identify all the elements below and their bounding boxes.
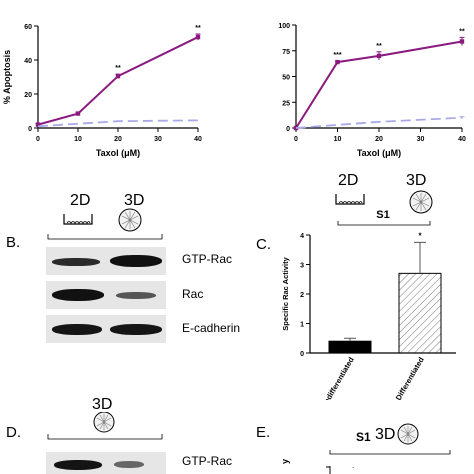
bar-1 — [398, 272, 442, 354]
y-tick-label: 50 — [282, 75, 290, 82]
y-axis-label: Specific Rac Activity — [281, 256, 290, 330]
bar-chart-rac-activity: S1 0 1 2 3 4 Specific Rac Activity 2D Undiffere… — [281, 210, 456, 400]
2d-monolayer-icon — [63, 214, 93, 225]
panel-c-culture-icons — [335, 190, 433, 214]
panel-e-label-3d: 3D — [375, 426, 396, 443]
blot-d-label-gtp-rac: GTP-Rac — [182, 454, 233, 468]
panel-e-bracket — [329, 450, 451, 455]
blot-label-rac: Rac — [182, 287, 204, 301]
panel-b-culture-icons — [47, 208, 163, 240]
panel-e-group-label: S1 — [356, 430, 371, 444]
series-line-0 — [295, 40, 463, 129]
band-3d — [110, 324, 162, 335]
significance-label: ** — [376, 43, 382, 50]
panel-d-label-3d: 3D — [92, 396, 113, 413]
panel-e-letter: E. — [256, 424, 271, 441]
panel-b-letter: B. — [6, 234, 21, 251]
x-tick-label: 10 — [74, 136, 82, 143]
x-axis-label: Taxol (μM) — [96, 148, 140, 158]
significance-label: ** — [115, 65, 121, 72]
group-label: S1 — [376, 210, 389, 221]
panel-e-ylabel-fragment: y — [280, 458, 290, 464]
3d-spheroid-icon — [397, 423, 419, 445]
x-tick-label: 0 — [294, 136, 298, 143]
y-tick-label: 100 — [278, 23, 290, 30]
data-point — [335, 59, 340, 65]
band-1 — [54, 460, 102, 470]
x-tick-label: 30 — [417, 136, 425, 143]
x-tick-label: 20 — [114, 136, 122, 143]
significance-label: * — [418, 231, 422, 240]
data-point — [115, 73, 121, 79]
band-2d — [52, 289, 104, 301]
y-tick-label: 20 — [24, 92, 32, 99]
x-tick-label: 10 — [334, 136, 342, 143]
x-tick-label: 0 — [36, 136, 40, 143]
category-label: 3D Differentiated — [388, 355, 426, 400]
x-axis-label: Taxol (μM) — [357, 148, 401, 158]
2d-monolayer-icon — [335, 194, 365, 205]
bar-0 — [328, 340, 372, 354]
panel-b-label-3d: 3D — [124, 192, 145, 209]
series-line-1 — [37, 119, 199, 128]
y-tick-label: 1 — [300, 322, 304, 329]
y-tick-label: 40 — [24, 58, 32, 65]
blot-rac — [46, 281, 166, 309]
significance-label: *** — [333, 52, 341, 59]
band-3d — [110, 255, 162, 267]
panel-d-letter: D. — [6, 424, 21, 441]
band-3d — [116, 292, 156, 299]
y-tick-label: 75 — [282, 49, 290, 56]
blot-label-gtp-rac: GTP-Rac — [182, 252, 233, 266]
panel-b-bracket — [47, 234, 163, 240]
y-tick-label: 0 — [286, 126, 290, 133]
blot-e-cadherin — [46, 315, 166, 343]
3d-spheroid-icon — [118, 208, 142, 232]
y-tick-label: 0 — [300, 351, 304, 358]
panel-d-bracket — [47, 434, 163, 440]
panel-e-partial-chart: . — [326, 423, 451, 474]
x-tick-label: 40 — [458, 136, 466, 143]
data-point — [376, 53, 382, 59]
3d-spheroid-icon — [409, 190, 433, 214]
y-tick-label: 0 — [28, 126, 32, 133]
series-line-0 — [37, 36, 199, 126]
significance-label: ** — [195, 25, 201, 32]
group-bracket — [337, 221, 431, 226]
y-tick-label: 2 — [300, 292, 304, 299]
y-tick-label: 60 — [24, 24, 32, 31]
panel-e-star: . — [352, 461, 354, 470]
band-2d — [52, 258, 100, 266]
data-point — [195, 34, 201, 40]
y-tick-label: 3 — [300, 263, 304, 270]
x-tick-label: 30 — [154, 136, 162, 143]
significance-label: ** — [459, 28, 465, 35]
band-2d — [52, 324, 102, 335]
blot-label-e-cadherin: E-cadherin — [182, 321, 241, 335]
line-chart-apoptosis-left: 0 20 40 60 0 10 20 30 40 Taxol (μM) % Apoptosis ** *… — [2, 24, 202, 158]
panel-d-culture-icon — [47, 412, 163, 440]
category-label: 2D Undifferentiated — [313, 355, 356, 400]
blot-d-gtp-rac — [46, 452, 166, 474]
band-2 — [114, 461, 144, 468]
panel-b-label-2d: 2D — [70, 192, 91, 209]
panel-c-letter: C. — [256, 236, 271, 253]
x-tick-label: 40 — [194, 136, 202, 143]
y-tick-label: 25 — [282, 100, 290, 107]
blot-gtp-rac — [46, 247, 166, 275]
panel-c-label-2d: 2D — [338, 172, 359, 189]
3d-spheroid-icon — [93, 412, 115, 433]
panel-c-label-3d: 3D — [406, 172, 427, 189]
x-tick-label: 20 — [375, 136, 383, 143]
y-axis-label: % Apoptosis — [2, 50, 12, 104]
y-tick-label: 4 — [300, 233, 304, 240]
data-point — [459, 39, 465, 44]
data-point — [35, 122, 41, 127]
data-point — [75, 111, 81, 116]
series-line-1 — [295, 116, 463, 129]
